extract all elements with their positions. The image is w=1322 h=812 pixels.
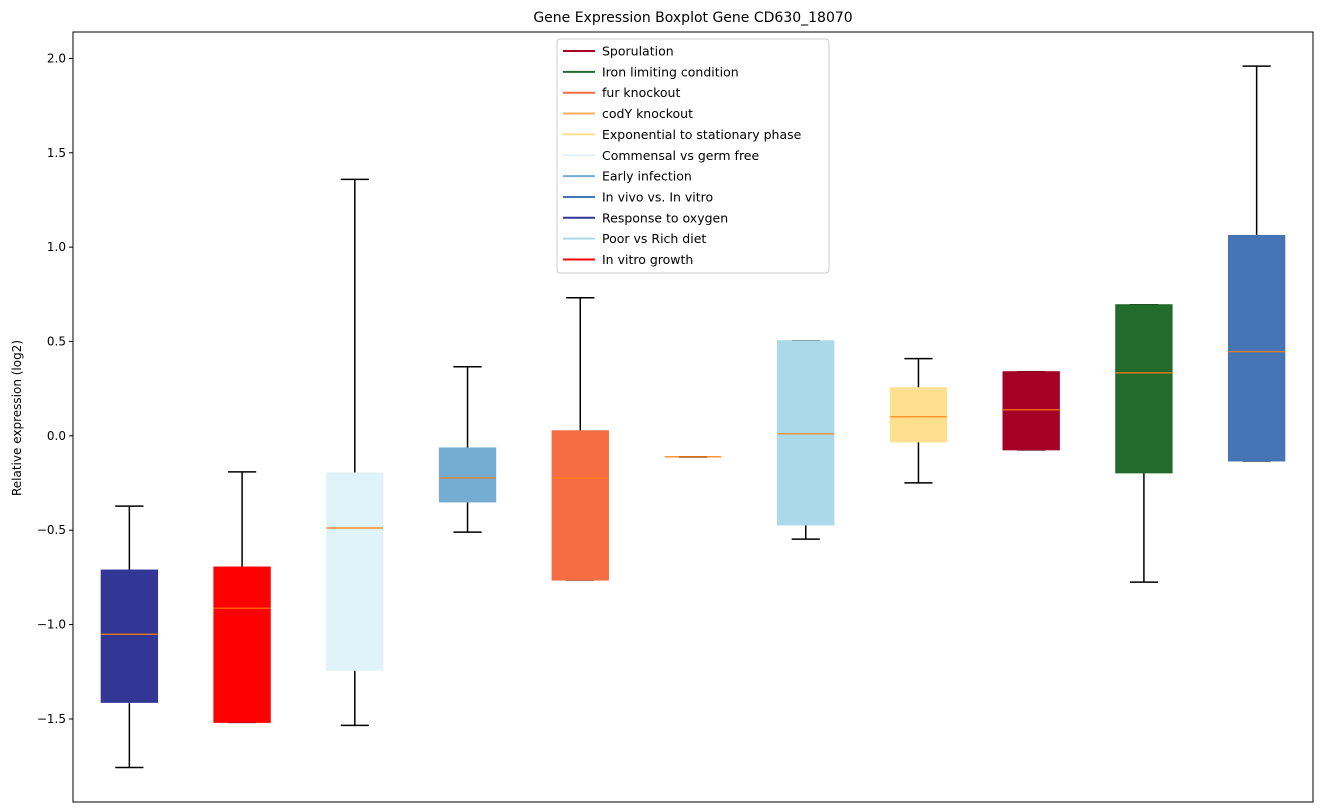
legend-item: In vivo vs. In vitro xyxy=(563,189,713,204)
y-tick-label: 1.5 xyxy=(47,146,66,160)
y-axis-ticks: −1.5 −1.0 −0.5 0.0 0.5 1.0 1.5 2.0 xyxy=(37,51,73,726)
legend-item: Response to oxygen xyxy=(563,210,728,225)
legend-item: Iron limiting condition xyxy=(563,64,739,79)
legend-item: Early infection xyxy=(563,169,692,184)
boxes-group xyxy=(100,65,1286,769)
box-body xyxy=(1227,234,1286,462)
legend-label: Iron limiting condition xyxy=(602,64,739,79)
legend-frame xyxy=(556,38,830,274)
legend-items: Sporulation Iron limiting condition fur kn… xyxy=(563,44,802,267)
legend-item: Exponential to stationary phase xyxy=(563,127,802,142)
box-body xyxy=(1115,304,1173,474)
box-response-to-oxygen xyxy=(100,505,159,769)
box-in-vitro-growth xyxy=(213,471,271,724)
legend-label: Early infection xyxy=(602,169,692,184)
y-tick-label: −0.5 xyxy=(37,523,66,537)
box-early-infection xyxy=(438,366,497,533)
axes-frame xyxy=(72,31,1314,803)
legend: Sporulation Iron limiting condition fur kn… xyxy=(556,38,830,274)
legend-label: Sporulation xyxy=(602,44,674,59)
legend-label: Poor vs Rich diet xyxy=(602,231,706,246)
box-body xyxy=(326,472,384,671)
y-tick-label: 1.0 xyxy=(47,240,66,254)
legend-label: Exponential to stationary phase xyxy=(602,127,802,142)
box-body xyxy=(551,430,609,581)
box-body xyxy=(889,387,948,443)
y-tick-label: −1.0 xyxy=(37,618,66,632)
legend-item: Commensal vs germ free xyxy=(563,148,759,163)
legend-item: Sporulation xyxy=(563,44,674,59)
chart-title: Gene Expression Boxplot Gene CD630_18070 xyxy=(533,10,852,26)
box-body xyxy=(438,447,497,503)
legend-label: Commensal vs germ free xyxy=(602,148,759,163)
box-sporulation xyxy=(1002,370,1060,451)
box-fur-knockout xyxy=(551,296,609,581)
legend-item: fur knockout xyxy=(563,85,680,100)
legend-label: codY knockout xyxy=(602,106,693,121)
y-tick-label: 0.5 xyxy=(47,335,66,349)
y-tick-label: 2.0 xyxy=(47,51,66,65)
box-poor-vs-rich-diet xyxy=(777,340,835,540)
legend-item: codY knockout xyxy=(563,106,693,121)
y-tick-label: 0.0 xyxy=(47,429,66,443)
box-in-vivo-vs-in-vitro xyxy=(1227,65,1286,462)
box-body xyxy=(1002,371,1060,451)
legend-label: In vivo vs. In vitro xyxy=(602,189,713,204)
box-iron-limiting-condition xyxy=(1115,303,1173,583)
y-axis-label: Relative expression (log2) xyxy=(10,340,24,496)
legend-label: In vitro growth xyxy=(602,252,693,267)
box-exponential-to-stationary-phase xyxy=(889,357,948,484)
box-commensal-vs-germ-free xyxy=(326,178,384,727)
legend-item: In vitro growth xyxy=(563,252,693,267)
y-tick-label: −1.5 xyxy=(37,712,66,726)
box-body xyxy=(777,340,835,526)
box-body xyxy=(100,569,159,703)
legend-label: fur knockout xyxy=(602,85,680,100)
legend-label: Response to oxygen xyxy=(602,210,728,225)
legend-item: Poor vs Rich diet xyxy=(563,231,706,246)
box-body xyxy=(213,566,271,723)
